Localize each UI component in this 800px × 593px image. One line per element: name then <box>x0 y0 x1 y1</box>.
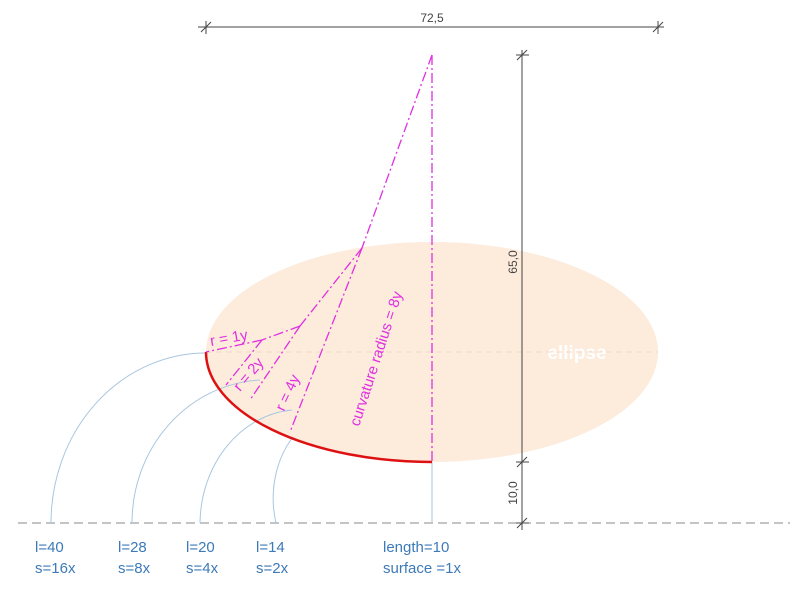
surface-label-s16x: s=16x <box>35 560 76 577</box>
label-r1y: r = 1y <box>209 327 250 350</box>
radius-line-8y-slant <box>361 54 433 249</box>
arc-l28 <box>131 379 261 524</box>
radius-line-4y-a <box>299 247 363 327</box>
width-dimension-label: 72,5 <box>420 11 444 25</box>
length-label-l14: l=14 <box>256 539 285 556</box>
radius-line-4y-b <box>289 247 363 433</box>
lower-height-label: 10,0 <box>506 481 520 505</box>
length-label-l40: l=40 <box>35 539 64 556</box>
surface-label-1x: surface =1x <box>383 560 461 577</box>
length-label-l20: l=20 <box>186 539 215 556</box>
radius-line-2y-b <box>249 325 301 401</box>
arc-l14 <box>272 436 294 524</box>
arc-l20 <box>199 409 293 524</box>
ellipse-red-arc <box>204 351 433 464</box>
surface-label-s8x: s=8x <box>118 560 151 577</box>
ellipse-label: ellipse <box>547 343 606 364</box>
radius-line-2y-a <box>261 325 301 341</box>
surface-label-s4x: s=4x <box>186 560 219 577</box>
surface-label-s2x: s=2x <box>256 560 289 577</box>
length-label-10: length=10 <box>383 539 449 556</box>
upper-height-label: 65,0 <box>506 250 520 274</box>
arc-l40 <box>50 352 207 524</box>
length-label-l28: l=28 <box>118 539 147 556</box>
radius-line-1y-b <box>225 339 263 386</box>
radius-line-1y-a <box>205 339 263 353</box>
